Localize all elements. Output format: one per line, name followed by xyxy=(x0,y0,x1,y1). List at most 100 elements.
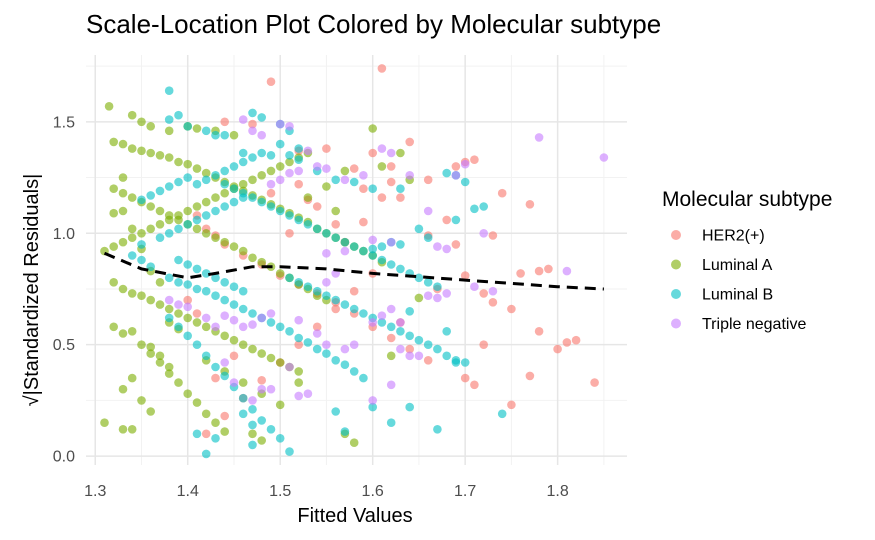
point-luminal-b xyxy=(238,393,248,403)
point-luminal-a xyxy=(192,318,202,327)
point-luminal-a xyxy=(127,373,137,383)
point-luminal-a xyxy=(118,206,128,216)
point-her2 xyxy=(562,338,572,347)
point-luminal-b xyxy=(164,273,174,283)
point-luminal-b xyxy=(359,373,368,383)
point-triple-negative xyxy=(285,168,294,178)
point-luminal-a xyxy=(174,211,183,220)
point-luminal-b xyxy=(331,233,341,242)
point-luminal-b xyxy=(294,333,304,343)
point-triple-negative xyxy=(238,322,248,332)
legend-key xyxy=(671,230,681,240)
point-luminal-b xyxy=(275,206,285,216)
point-luminal-a xyxy=(109,242,118,251)
point-luminal-a xyxy=(127,289,137,298)
point-luminal-b xyxy=(248,108,257,118)
point-luminal-b xyxy=(238,286,248,296)
point-luminal-a xyxy=(368,124,378,133)
point-her2 xyxy=(386,177,396,187)
point-her2 xyxy=(386,333,396,343)
point-luminal-b xyxy=(322,349,331,358)
point-triple-negative xyxy=(257,130,267,140)
point-luminal-a xyxy=(322,182,331,191)
point-her2 xyxy=(192,309,202,318)
point-luminal-b xyxy=(257,113,267,122)
point-luminal-b xyxy=(229,184,239,193)
point-luminal-b xyxy=(137,240,146,249)
point-her2 xyxy=(405,137,415,147)
point-luminal-a xyxy=(192,398,202,407)
point-luminal-b xyxy=(183,173,192,182)
point-triple-negative xyxy=(248,126,257,136)
point-triple-negative xyxy=(322,249,331,258)
point-her2 xyxy=(266,188,276,198)
x-axis-title: Fitted Values xyxy=(297,505,412,527)
point-her2 xyxy=(201,429,211,439)
point-luminal-a xyxy=(229,335,239,345)
point-her2 xyxy=(488,231,498,240)
point-luminal-b xyxy=(479,202,489,211)
point-luminal-a xyxy=(201,229,211,238)
point-luminal-b xyxy=(460,358,470,367)
y-axis-ticks: 0.0 0.5 1.0 1.5 xyxy=(53,114,75,465)
y-axis-title: √|Standardized Residuals| xyxy=(21,174,43,407)
point-luminal-b xyxy=(433,282,442,292)
point-luminal-b xyxy=(183,122,192,131)
point-luminal-a xyxy=(137,291,146,301)
point-luminal-a xyxy=(164,126,174,136)
y-tick-label: 0.0 xyxy=(53,449,75,466)
point-luminal-a xyxy=(174,157,183,167)
point-luminal-b xyxy=(368,184,378,193)
point-luminal-b xyxy=(322,291,331,301)
point-her2 xyxy=(507,304,516,314)
point-luminal-a xyxy=(155,151,165,160)
point-luminal-b xyxy=(349,304,359,314)
point-luminal-a xyxy=(146,202,155,211)
point-luminal-b xyxy=(229,282,239,292)
point-luminal-b xyxy=(211,171,220,180)
point-luminal-b xyxy=(349,242,359,251)
legend-label: HER2(+) xyxy=(702,228,765,245)
point-triple-negative xyxy=(562,266,572,276)
point-luminal-a xyxy=(164,369,174,378)
point-luminal-a xyxy=(192,164,202,173)
x-tick-label: 1.5 xyxy=(269,483,291,500)
point-triple-negative xyxy=(220,311,229,321)
point-luminal-b xyxy=(340,237,350,247)
point-luminal-b xyxy=(248,420,257,430)
point-luminal-a xyxy=(164,304,174,314)
point-luminal-a xyxy=(257,171,267,180)
point-luminal-b xyxy=(201,175,211,185)
point-triple-negative xyxy=(312,162,322,171)
point-luminal-a xyxy=(118,329,128,338)
point-triple-negative xyxy=(386,148,396,158)
point-triple-negative xyxy=(275,175,285,185)
point-luminal-b xyxy=(137,255,146,265)
point-her2 xyxy=(312,322,322,332)
point-her2 xyxy=(571,335,581,345)
point-luminal-b xyxy=(238,157,248,167)
point-her2 xyxy=(488,298,498,307)
point-luminal-a xyxy=(127,110,137,120)
point-luminal-a xyxy=(146,122,155,131)
point-triple-negative xyxy=(294,166,304,176)
point-triple-negative xyxy=(229,378,239,387)
point-triple-negative xyxy=(285,362,294,372)
point-luminal-b xyxy=(266,318,276,327)
point-luminal-a xyxy=(192,224,202,234)
point-luminal-b xyxy=(340,427,350,436)
point-luminal-a xyxy=(220,427,229,436)
point-luminal-b xyxy=(211,362,220,372)
point-luminal-b xyxy=(405,402,415,412)
point-luminal-b xyxy=(155,233,165,242)
point-luminal-b xyxy=(470,204,479,214)
point-her2 xyxy=(322,144,331,153)
point-luminal-b xyxy=(322,229,331,238)
y-axis-title-group: √|Standardized Residuals| xyxy=(21,174,43,407)
point-triple-negative xyxy=(257,313,267,323)
point-luminal-b xyxy=(155,186,165,196)
point-triple-negative xyxy=(257,384,267,394)
point-her2 xyxy=(257,376,267,385)
point-luminal-a xyxy=(275,358,285,367)
point-luminal-a xyxy=(100,418,109,428)
